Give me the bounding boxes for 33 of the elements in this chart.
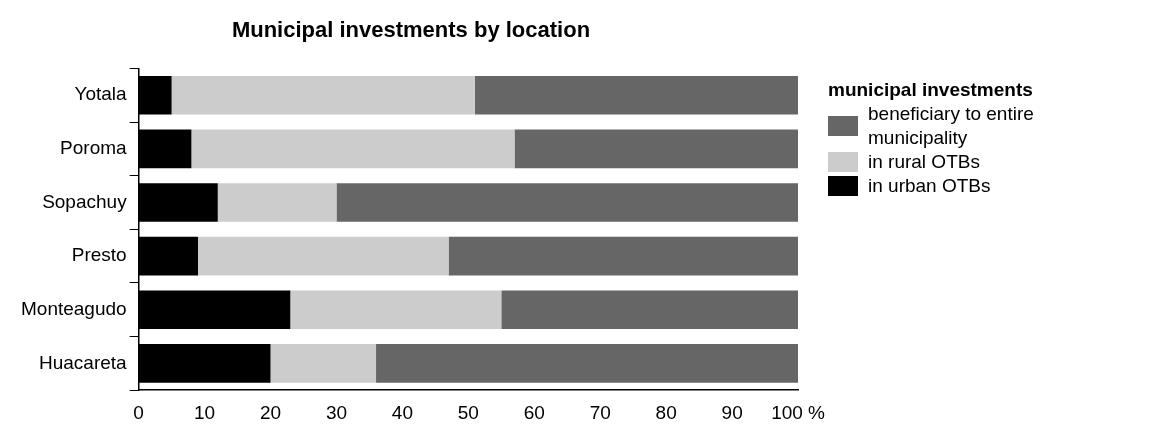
bar bbox=[270, 344, 377, 383]
x-tick-label: 20 bbox=[259, 401, 282, 423]
bar bbox=[474, 75, 799, 115]
x-tick-label: 40 bbox=[391, 401, 413, 423]
bar bbox=[217, 183, 337, 222]
y-tick-label: Presto bbox=[71, 244, 127, 266]
x-tick-label: 30 bbox=[325, 401, 348, 423]
x-tick-label: 0 bbox=[133, 401, 144, 423]
chart-title: Municipal investments by location bbox=[231, 17, 591, 43]
y-tick-label: Monteagudo bbox=[20, 297, 127, 319]
y-tick-label: Yotala bbox=[74, 83, 128, 105]
x-tick-label: 60 bbox=[523, 401, 545, 423]
x-tick-label: 50 bbox=[457, 401, 479, 423]
bar bbox=[376, 344, 799, 383]
legend-label: in urban OTBs bbox=[868, 174, 992, 198]
y-tick-label: Sopachuy bbox=[42, 190, 128, 212]
bar bbox=[171, 75, 475, 115]
legend-title: municipal investments bbox=[828, 78, 1034, 102]
x-tick-label: 90 bbox=[721, 401, 743, 423]
bar bbox=[191, 129, 515, 169]
bar bbox=[448, 236, 799, 276]
bar bbox=[197, 236, 449, 276]
y-tick-label: Huacareta bbox=[38, 351, 128, 373]
bar bbox=[290, 290, 502, 330]
x-tick-label: 80 bbox=[655, 401, 677, 423]
y-tick-label: Poroma bbox=[60, 137, 128, 159]
bar bbox=[501, 290, 799, 330]
x-tick-label: 10 bbox=[194, 401, 216, 423]
bar bbox=[514, 129, 799, 169]
bar bbox=[336, 183, 799, 222]
x-tick-label: 70 bbox=[589, 401, 611, 423]
x-tick-label: 100 % bbox=[771, 401, 826, 423]
legend-label: in rural OTBs bbox=[868, 150, 981, 174]
